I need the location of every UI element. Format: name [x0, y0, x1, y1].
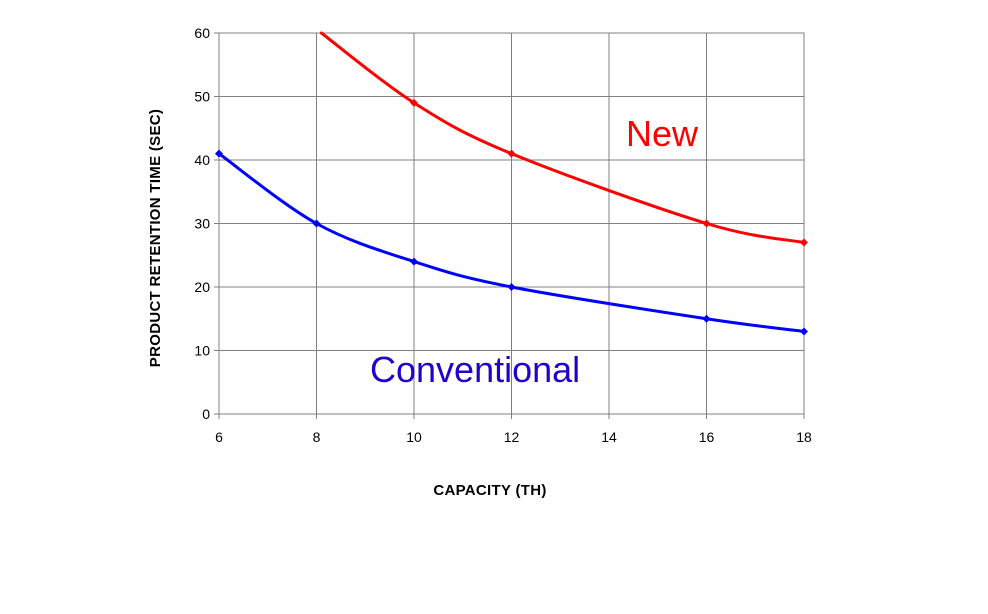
x-tick-label: 10 [406, 429, 422, 445]
data-point-new [702, 219, 711, 228]
y-tick-label: 40 [194, 152, 210, 168]
series-label-conventional: Conventional [370, 349, 580, 390]
x-axis-ticks: 6 8 10 12 14 16 18 [215, 429, 812, 445]
x-tick-label: 8 [313, 429, 321, 445]
y-tick-label: 60 [194, 25, 210, 41]
series-label-new: New [626, 113, 699, 154]
plot-frame [218, 32, 805, 415]
x-tick-label: 14 [601, 429, 617, 445]
y-axis-ticks: 0 10 20 30 40 50 60 [194, 25, 210, 422]
data-point-conventional [507, 283, 516, 291]
x-axis-title: CAPACITY (TH) [433, 482, 546, 499]
x-tick-label: 16 [699, 429, 715, 445]
data-point-conventional [800, 327, 808, 336]
y-tick-label: 30 [194, 216, 210, 232]
data-point-conventional [312, 219, 321, 228]
y-tick-label: 50 [194, 89, 210, 105]
data-point-new [410, 98, 418, 107]
data-point-conventional [410, 257, 418, 266]
y-axis-title: PRODUCT RETENTION TIME (SEC) [147, 109, 164, 367]
x-tick-label: 12 [504, 429, 520, 445]
data-point-conventional [215, 149, 223, 158]
series-line-new [319, 31, 806, 245]
x-tick-label: 6 [215, 429, 223, 445]
data-point-new [800, 238, 808, 247]
chart-series [215, 31, 808, 336]
data-point-new [507, 149, 516, 158]
y-tick-label: 20 [194, 279, 210, 295]
y-tick-label: 10 [194, 343, 210, 359]
data-point-conventional [702, 314, 711, 323]
x-tick-label: 18 [796, 429, 812, 445]
y-tick-label: 0 [202, 406, 210, 422]
